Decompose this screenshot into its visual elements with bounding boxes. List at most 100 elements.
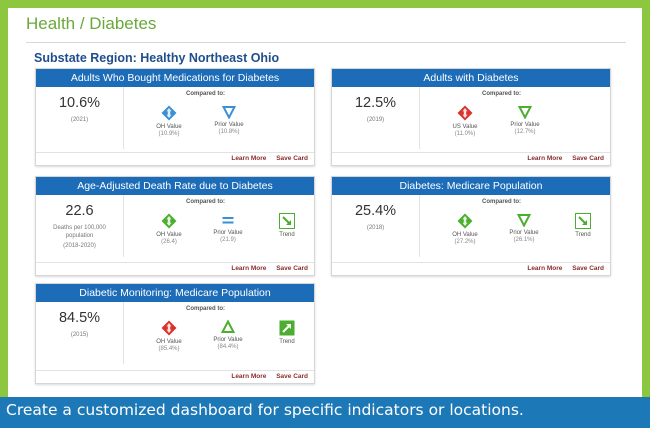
comparison-value: (10.9%): [158, 131, 180, 137]
comparison-value: (10.8%): [218, 129, 240, 135]
indicator-card: Age-Adjusted Death Rate due to Diabetes …: [35, 176, 315, 276]
comparison: Trend: [262, 320, 312, 346]
save-card-link[interactable]: Save Card: [572, 155, 604, 162]
title-divider: [26, 42, 626, 43]
trend-up-icon: [262, 320, 312, 336]
page-title: Health / Diabetes: [26, 14, 157, 33]
comparison: Prior Value (84.4%): [203, 320, 253, 350]
value-subtitle-line: (2015): [70, 332, 89, 338]
comparison: US Value (11.0%): [440, 105, 490, 137]
comparison-label: Trend: [279, 232, 295, 238]
value-subtitle: (2015): [36, 331, 123, 339]
value-subtitle-line: (2021): [70, 117, 89, 123]
comparison: Trend: [558, 213, 608, 239]
save-card-link[interactable]: Save Card: [276, 373, 308, 380]
green-up-triangle-icon: [203, 320, 253, 334]
compared-to-label: Compared to:: [482, 91, 521, 97]
comparison-value: (26.1%): [513, 237, 535, 243]
learn-more-link[interactable]: Learn More: [231, 265, 267, 272]
card-title[interactable]: Diabetic Monitoring: Medicare Population: [36, 284, 314, 302]
value-panel: 22.6 Deaths per 100,000 population (2018…: [36, 195, 124, 257]
save-card-link[interactable]: Save Card: [276, 155, 308, 162]
comparison: Prior Value (26.1%): [499, 213, 549, 243]
indicator-card: Diabetic Monitoring: Medicare Population…: [35, 283, 315, 384]
value-subtitle-line: (2018): [366, 225, 385, 231]
indicator-value: 22.6: [65, 203, 94, 219]
comparison-value: (84.4%): [217, 344, 239, 350]
red-diamond-icon: [144, 320, 194, 336]
value-panel: 12.5% (2019): [332, 87, 420, 149]
value-panel: 10.6% (2021): [36, 87, 124, 149]
indicator-card: Diabetes: Medicare Population 25.4% (201…: [331, 176, 611, 276]
value-subtitle: (2021): [36, 116, 123, 124]
card-footer: Learn More Save Card: [36, 262, 314, 275]
comparison: OH Value (85.4%): [144, 320, 194, 352]
compared-to-label: Compared to:: [186, 199, 225, 205]
card-footer: Learn More Save Card: [36, 370, 314, 383]
value-subtitle-line: (2018-2020): [63, 243, 96, 249]
comparison-label: OH Value: [156, 339, 182, 345]
comparison-label: Prior Value: [214, 122, 244, 128]
blue-diamond-icon: [144, 105, 194, 121]
comparison-label: OH Value: [156, 232, 182, 238]
comparison-label: OH Value: [156, 124, 182, 130]
comparison-label: Prior Value: [213, 230, 243, 236]
comparison: OH Value (26.4): [144, 213, 194, 245]
comparison-label: OH Value: [452, 232, 478, 238]
value-subtitle: (2019): [332, 116, 419, 124]
card-footer: Learn More Save Card: [332, 152, 610, 165]
comparison-label: Trend: [279, 339, 295, 345]
card-footer: Learn More Save Card: [332, 262, 610, 275]
value-panel: 84.5% (2015): [36, 302, 124, 364]
learn-more-link[interactable]: Learn More: [527, 265, 563, 272]
blue-equals-icon: [203, 213, 253, 227]
red-diamond-icon: [440, 105, 490, 121]
comparison-value: (11.0%): [454, 131, 476, 137]
indicator-value: 25.4%: [354, 203, 397, 219]
learn-more-link[interactable]: Learn More: [231, 155, 267, 162]
green-diamond-icon: [440, 213, 490, 229]
card-title[interactable]: Age-Adjusted Death Rate due to Diabetes: [36, 177, 314, 195]
comparison: Trend: [262, 213, 312, 239]
comparison-label: Prior Value: [510, 122, 540, 128]
card-title[interactable]: Adults Who Bought Medications for Diabet…: [36, 69, 314, 87]
value-subtitle-line: Deaths per 100,000: [53, 225, 106, 231]
indicator-card: Adults Who Bought Medications for Diabet…: [35, 68, 315, 166]
comparison-label: Prior Value: [213, 337, 243, 343]
region-heading: Substate Region: Healthy Northeast Ohio: [34, 51, 280, 65]
comparison-label: Prior Value: [509, 230, 539, 236]
blue-down-triangle-icon: [204, 105, 254, 119]
green-down-triangle-icon: [500, 105, 550, 119]
green-down-triangle-icon: [499, 213, 549, 227]
save-card-link[interactable]: Save Card: [276, 265, 308, 272]
compared-to-label: Compared to:: [186, 91, 225, 97]
learn-more-link[interactable]: Learn More: [231, 373, 267, 380]
comparison-label: Trend: [575, 232, 591, 238]
comparison: Prior Value (21.9): [203, 213, 253, 243]
indicator-card: Adults with Diabetes 12.5% (2019) Compar…: [331, 68, 611, 166]
trend-down-icon: [558, 213, 608, 229]
compared-to-label: Compared to:: [186, 306, 225, 312]
value-subtitle: (2018): [332, 224, 419, 232]
save-card-link[interactable]: Save Card: [572, 265, 604, 272]
trend-down-icon: [262, 213, 312, 229]
card-title[interactable]: Adults with Diabetes: [332, 69, 610, 87]
card-title[interactable]: Diabetes: Medicare Population: [332, 177, 610, 195]
comparison: OH Value (10.9%): [144, 105, 194, 137]
value-subtitle: Deaths per 100,000 population (2018-2020…: [36, 224, 123, 250]
comparison: Prior Value (12.7%): [500, 105, 550, 135]
learn-more-link[interactable]: Learn More: [527, 155, 563, 162]
comparison: OH Value (27.2%): [440, 213, 490, 245]
indicator-value: 84.5%: [58, 310, 101, 326]
comparison-value: (12.7%): [514, 129, 536, 135]
indicator-value: 12.5%: [354, 95, 397, 111]
value-panel: 25.4% (2018): [332, 195, 420, 257]
comparison-value: (27.2%): [454, 239, 476, 245]
comparison-value: (26.4): [161, 239, 177, 245]
value-subtitle-line: population: [65, 233, 94, 239]
comparison-label: US Value: [452, 124, 478, 130]
green-diamond-icon: [144, 213, 194, 229]
compared-to-label: Compared to:: [482, 199, 521, 205]
comparison-value: (21.9): [220, 237, 236, 243]
comparison: Prior Value (10.8%): [204, 105, 254, 135]
